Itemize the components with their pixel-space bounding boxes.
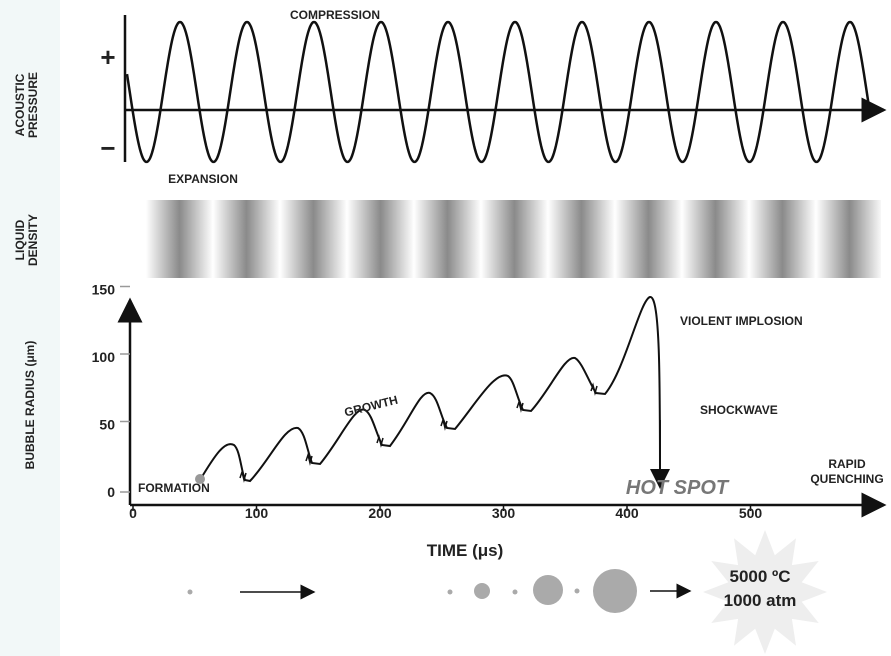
- bubble: [447, 589, 453, 595]
- bubble-sequence: [187, 569, 637, 613]
- bubble: [593, 569, 637, 613]
- shockwave-label: SHOCKWAVE: [700, 403, 778, 417]
- radius-curve: [199, 296, 661, 483]
- temperature: 5000 ºC: [729, 567, 790, 586]
- side-label: ACOUSTICPRESSURE: [13, 72, 40, 138]
- y-tick-label: 50: [99, 417, 115, 433]
- compression-label: COMPRESSION: [290, 8, 380, 22]
- y-axis-title: BUBBLE RADIUS (μm): [23, 341, 37, 470]
- bubble: [533, 575, 563, 605]
- bubble: [474, 583, 490, 599]
- minus-sign: −: [100, 133, 115, 163]
- expansion-label: EXPANSION: [168, 172, 238, 186]
- hot-spot-label: HOT SPOT: [626, 477, 730, 499]
- bubble: [574, 588, 580, 594]
- formation-dot: [195, 474, 205, 484]
- x-tick-label: 0: [129, 505, 137, 521]
- bubble: [187, 589, 193, 595]
- starburst: [703, 530, 827, 654]
- x-tick-label: 400: [615, 505, 639, 521]
- formation-label: FORMATION: [138, 481, 210, 495]
- pressure: 1000 atm: [724, 591, 797, 610]
- density-stripes: [146, 200, 881, 278]
- x-axis-title: TIME (μs): [427, 541, 504, 560]
- side-label: LIQUIDDENSITY: [13, 214, 40, 266]
- oscillation-wiggles: [239, 382, 598, 483]
- x-tick-label: 500: [739, 505, 763, 521]
- left-margin: [0, 0, 60, 656]
- x-tick-label: 100: [245, 505, 269, 521]
- rapid-quenching-label: RAPID QUENCHING: [810, 457, 883, 486]
- x-tick-label: 200: [368, 505, 392, 521]
- y-tick-label: 100: [92, 349, 116, 365]
- y-tick-label: 150: [92, 282, 116, 298]
- bubble: [512, 589, 518, 595]
- violent-implosion-label: VIOLENT IMPLOSION: [680, 314, 803, 328]
- pressure-wave: [125, 20, 872, 164]
- plus-sign: +: [100, 42, 115, 72]
- y-tick-label: 0: [107, 484, 115, 500]
- x-tick-label: 300: [492, 505, 516, 521]
